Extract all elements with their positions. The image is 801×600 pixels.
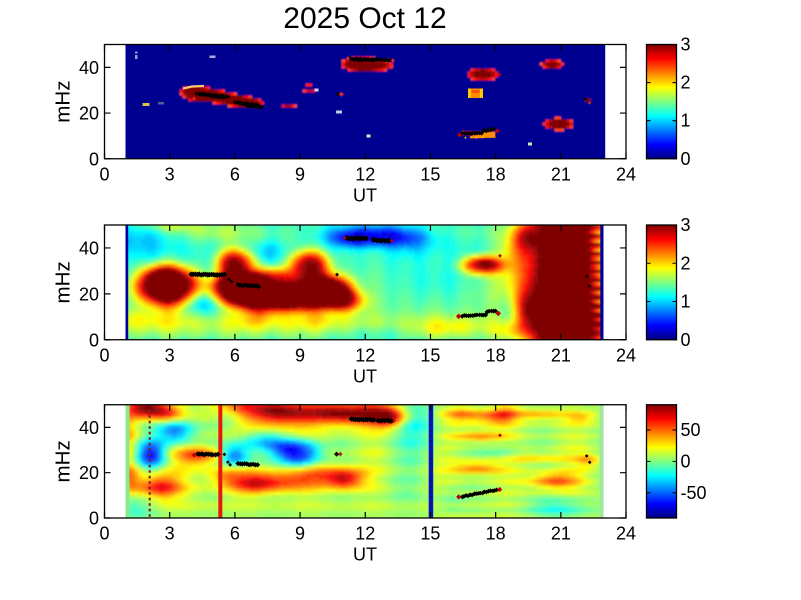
svg-text:9: 9: [295, 164, 305, 184]
svg-text:12: 12: [355, 164, 375, 184]
svg-text:UT: UT: [353, 545, 377, 565]
svg-text:20: 20: [79, 104, 99, 124]
svg-text:0: 0: [99, 524, 109, 544]
svg-text:15: 15: [420, 164, 440, 184]
svg-text:21: 21: [551, 345, 571, 365]
svg-text:3: 3: [681, 35, 691, 55]
svg-text:-50: -50: [681, 483, 707, 503]
svg-text:0: 0: [681, 451, 691, 471]
svg-text:15: 15: [420, 345, 440, 365]
svg-text:3: 3: [681, 215, 691, 235]
svg-text:2025 Oct 12: 2025 Oct 12: [283, 2, 446, 35]
svg-text:3: 3: [165, 524, 175, 544]
svg-text:1: 1: [681, 292, 691, 312]
svg-text:18: 18: [486, 164, 506, 184]
svg-text:2: 2: [681, 253, 691, 273]
svg-text:6: 6: [230, 164, 240, 184]
svg-text:24: 24: [616, 164, 636, 184]
svg-text:12: 12: [355, 345, 375, 365]
svg-text:0: 0: [89, 149, 99, 169]
svg-text:6: 6: [230, 524, 240, 544]
svg-text:50: 50: [681, 420, 701, 440]
svg-text:40: 40: [79, 418, 99, 438]
svg-text:2: 2: [681, 73, 691, 93]
svg-text:15: 15: [420, 524, 440, 544]
svg-text:18: 18: [486, 524, 506, 544]
svg-text:UT: UT: [353, 366, 377, 386]
svg-text:9: 9: [295, 524, 305, 544]
svg-text:0: 0: [89, 509, 99, 529]
svg-text:24: 24: [616, 524, 636, 544]
svg-text:21: 21: [551, 164, 571, 184]
svg-text:UT: UT: [353, 185, 377, 205]
svg-text:6: 6: [230, 345, 240, 365]
svg-text:12: 12: [355, 524, 375, 544]
svg-text:0: 0: [99, 345, 109, 365]
svg-text:40: 40: [79, 58, 99, 78]
svg-text:0: 0: [681, 330, 691, 350]
svg-text:21: 21: [551, 524, 571, 544]
svg-text:3: 3: [165, 345, 175, 365]
svg-text:18: 18: [486, 345, 506, 365]
svg-text:3: 3: [165, 164, 175, 184]
svg-text:mHz: mHz: [52, 81, 75, 123]
svg-text:40: 40: [79, 238, 99, 258]
svg-text:20: 20: [79, 463, 99, 483]
svg-text:0: 0: [89, 330, 99, 350]
svg-text:20: 20: [79, 284, 99, 304]
svg-text:mHz: mHz: [52, 440, 75, 482]
svg-text:9: 9: [295, 345, 305, 365]
svg-text:0: 0: [681, 149, 691, 169]
svg-text:24: 24: [616, 345, 636, 365]
svg-text:0: 0: [99, 164, 109, 184]
svg-text:1: 1: [681, 111, 691, 131]
svg-text:mHz: mHz: [52, 261, 75, 303]
